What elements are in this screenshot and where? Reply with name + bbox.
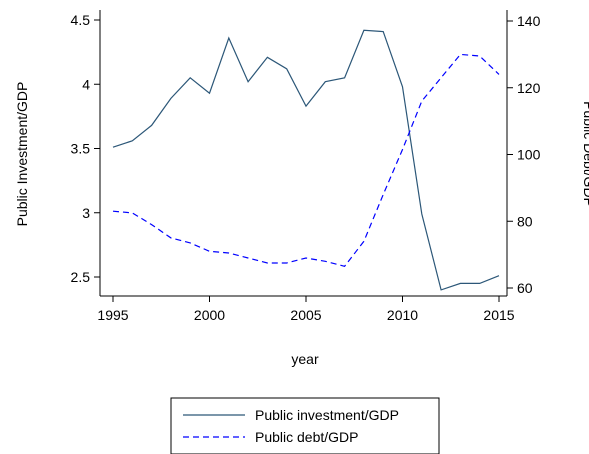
y-right-tick-label: 80 [517, 213, 533, 229]
legend-box [170, 397, 440, 454]
x-axis-label: year [291, 351, 319, 367]
legend-label-1: Public investment/GDP [255, 407, 399, 423]
y-axis-right-label: Public Debt/GDP [581, 101, 589, 207]
x-tick-label: 2005 [290, 307, 321, 323]
y-axis-left-label: Public Investment/GDP [14, 82, 30, 227]
series-line-2 [112, 53, 500, 267]
y-left-tick-label: 3.5 [71, 141, 91, 157]
x-tick-label: 1995 [97, 307, 128, 323]
series-line-1 [112, 29, 500, 291]
y-right-tick-label: 140 [517, 13, 541, 29]
y-right-tick-label: 60 [517, 280, 533, 296]
legend: Public investment/GDP Public debt/GDP [170, 397, 440, 454]
y-right-tick-label: 100 [517, 147, 541, 163]
y-left-tick-label: 2.5 [71, 269, 91, 285]
plot-area [112, 29, 500, 291]
legend-label-2: Public debt/GDP [255, 429, 359, 445]
y-left-tick-label: 4 [82, 76, 90, 92]
y-right-tick-label: 120 [517, 80, 541, 96]
y-left-tick-label: 4.5 [71, 12, 91, 28]
axes: 1995 2000 2005 2010 2015 2.5 3 3.5 4 4.5 60 80 100 12… [14, 10, 589, 367]
x-tick-label: 2000 [194, 307, 225, 323]
x-tick-label: 2015 [483, 307, 514, 323]
y-left-tick-label: 3 [82, 205, 90, 221]
x-tick-label: 2010 [387, 307, 418, 323]
